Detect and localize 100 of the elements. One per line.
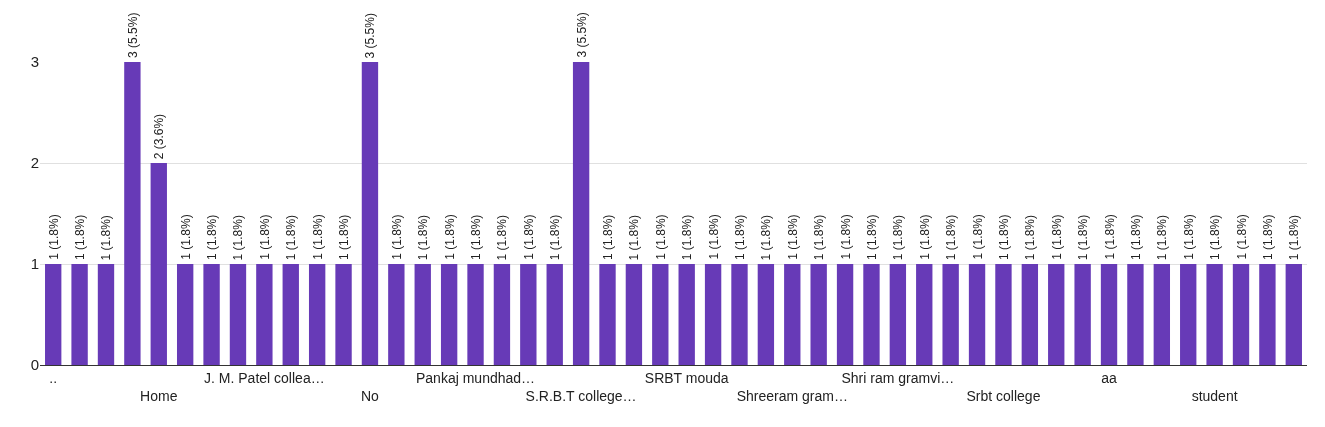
bar	[467, 264, 484, 365]
bar	[440, 264, 458, 365]
bar	[520, 264, 537, 365]
data-label: 1 (1.8%)	[732, 214, 747, 260]
y-tick-label: 1	[30, 255, 39, 273]
x-tick-label: aa	[1101, 369, 1118, 386]
data-label: 3 (5.5%)	[363, 13, 378, 59]
data-label: 1 (1.8%)	[442, 214, 457, 260]
data-label: 1 (1.8%)	[970, 214, 985, 260]
bar	[1074, 264, 1091, 365]
bar	[1259, 264, 1276, 365]
data-label: 1 (1.8%)	[1208, 214, 1223, 261]
data-label: 2 (3.6%)	[152, 113, 167, 160]
bar	[282, 264, 299, 365]
bar	[810, 264, 827, 365]
bar	[335, 264, 352, 365]
data-label: 1 (1.8%)	[812, 214, 827, 261]
data-label: 1 (1.8%)	[1287, 214, 1302, 261]
data-label: 1 (1.8%)	[257, 214, 272, 260]
data-label: 1 (1.8%)	[1128, 214, 1143, 260]
bar	[1285, 264, 1302, 365]
bar	[361, 62, 379, 365]
data-label: 1 (1.8%)	[389, 214, 404, 260]
x-tick-label: student	[1191, 388, 1238, 404]
data-label: 1 (1.8%)	[706, 214, 721, 260]
bar	[71, 264, 88, 365]
bar	[599, 264, 616, 365]
data-label: 1 (1.8%)	[337, 214, 352, 261]
data-label: 1 (1.8%)	[205, 214, 220, 261]
bar	[1153, 264, 1171, 365]
bar	[414, 264, 431, 365]
bar	[256, 264, 273, 365]
data-label: 1 (1.8%)	[653, 214, 668, 260]
bar	[1048, 264, 1065, 365]
data-label: 1 (1.8%)	[944, 214, 959, 261]
bar	[546, 264, 563, 365]
bar	[1232, 264, 1250, 365]
data-label: 1 (1.8%)	[891, 215, 906, 261]
data-label: 1 (1.8%)	[46, 214, 61, 260]
bar	[150, 163, 167, 365]
bar	[836, 264, 854, 365]
bar	[1021, 264, 1039, 365]
data-label: 1 (1.8%)	[310, 214, 325, 260]
bar	[995, 264, 1012, 365]
x-tick-label: Pankaj mundhad…	[415, 369, 536, 386]
data-label: 1 (1.8%)	[917, 214, 932, 260]
bar	[625, 264, 643, 365]
data-label: 1 (1.8%)	[601, 214, 616, 261]
bar	[572, 62, 590, 365]
bar	[968, 264, 986, 365]
data-label: 1 (1.8%)	[785, 214, 800, 260]
x-tick-label: SRBT mouda	[644, 369, 729, 386]
y-tick-label: 0	[30, 356, 39, 374]
x-tick-label: ..	[49, 369, 58, 386]
x-tick-label: Shreeram gram…	[736, 388, 848, 404]
bar	[308, 264, 326, 365]
bar	[704, 264, 722, 365]
bar	[1180, 264, 1197, 365]
bar	[97, 264, 115, 365]
y-tick-label: 2	[30, 154, 39, 172]
data-label: 1 (1.8%)	[1076, 214, 1091, 261]
bar	[493, 264, 511, 365]
x-tick-label: Srbt college	[966, 388, 1041, 404]
bar	[889, 264, 907, 365]
bar	[652, 264, 669, 365]
bar	[1127, 264, 1144, 365]
data-label: 1 (1.8%)	[996, 214, 1011, 260]
bar	[678, 264, 695, 365]
data-label: 1 (1.8%)	[99, 215, 114, 261]
data-label: 1 (1.8%)	[864, 214, 879, 260]
data-label: 1 (1.8%)	[680, 214, 695, 261]
bar	[1206, 264, 1223, 365]
bar	[784, 264, 801, 365]
bar	[1100, 264, 1118, 365]
data-label: 1 (1.8%)	[521, 214, 536, 260]
data-label: 3 (5.5%)	[125, 12, 140, 58]
data-label: 1 (1.8%)	[759, 215, 774, 261]
x-tick-label: Home	[140, 388, 178, 404]
x-tick-label: Shri ram gramvi…	[841, 369, 955, 386]
y-tick-label: 3	[30, 53, 39, 71]
data-label: 3 (5.5%)	[574, 12, 589, 58]
x-tick-label: S.R.B.T college…	[525, 388, 637, 404]
data-label: 1 (1.8%)	[548, 214, 563, 261]
bar	[388, 264, 405, 365]
data-label: 1 (1.8%)	[1023, 214, 1038, 261]
bar	[916, 264, 933, 365]
bar	[45, 264, 62, 365]
bar	[942, 264, 959, 365]
data-label: 1 (1.8%)	[627, 215, 642, 261]
data-label: 1 (1.8%)	[73, 214, 88, 261]
bar	[229, 264, 247, 365]
data-label: 1 (1.8%)	[1155, 214, 1170, 261]
data-label: 1 (1.8%)	[178, 214, 193, 260]
data-label: 1 (1.8%)	[495, 215, 510, 261]
data-label: 1 (1.8%)	[1049, 214, 1064, 260]
bar	[176, 264, 194, 365]
data-label: 1 (1.8%)	[231, 215, 246, 261]
bar	[863, 264, 880, 365]
bar	[757, 264, 775, 365]
x-tick-label: No	[361, 388, 380, 404]
